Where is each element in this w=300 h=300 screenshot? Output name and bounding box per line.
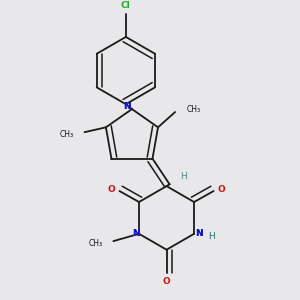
Text: N: N <box>195 229 203 238</box>
Text: H: H <box>208 232 214 241</box>
Text: H: H <box>180 172 186 182</box>
Text: N: N <box>123 101 130 110</box>
Text: N: N <box>195 229 203 238</box>
Text: N: N <box>132 229 140 238</box>
Text: CH₃: CH₃ <box>88 239 102 248</box>
Text: N: N <box>123 101 130 110</box>
Text: O: O <box>108 185 116 194</box>
Text: H: H <box>208 232 214 241</box>
Text: CH₃: CH₃ <box>186 105 200 114</box>
Text: Cl: Cl <box>121 1 131 10</box>
Text: N: N <box>195 229 203 238</box>
Text: O: O <box>163 277 170 286</box>
Text: N: N <box>123 101 130 110</box>
Text: CH₃: CH₃ <box>60 130 74 139</box>
Text: N: N <box>132 229 140 238</box>
Text: N: N <box>132 229 140 238</box>
Text: O: O <box>218 185 226 194</box>
